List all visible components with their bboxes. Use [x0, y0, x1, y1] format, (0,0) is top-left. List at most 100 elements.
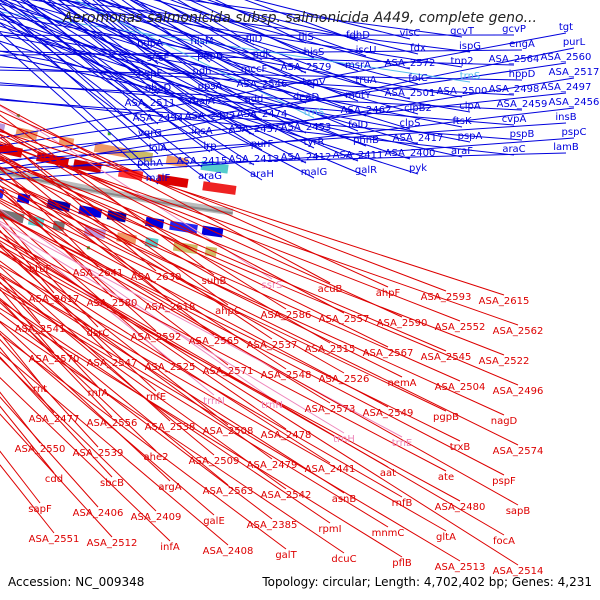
reverse-gene-label[interactable]: ASA_2537 — [247, 340, 298, 351]
reverse-gene-label[interactable]: trnE — [392, 438, 413, 449]
forward-gene-label[interactable]: fdx — [410, 43, 426, 54]
forward-gene-label[interactable]: malG — [301, 167, 327, 178]
reverse-gene-label[interactable]: ASA_2641 — [73, 268, 124, 279]
forward-gene-label[interactable]: ASA_2579 — [281, 62, 332, 73]
forward-gene-label[interactable]: ASA_2564 — [489, 54, 540, 65]
forward-gene-label[interactable]: clpB2 — [404, 103, 432, 114]
reverse-gene-label[interactable]: ahe2 — [144, 452, 169, 463]
reverse-gene-label[interactable]: asnB — [332, 494, 357, 505]
forward-gene-label[interactable]: mccF — [241, 64, 268, 75]
reverse-gene-label[interactable]: ASA_2479 — [247, 460, 298, 471]
reverse-gene-label[interactable]: ASA_2550 — [15, 444, 66, 455]
reverse-gene-label[interactable]: ASA_2526 — [319, 374, 370, 385]
forward-gene-label[interactable]: ASA_2453 — [281, 122, 332, 133]
forward-gene-label[interactable]: lrp — [203, 141, 216, 152]
reverse-gene-label[interactable]: sapB — [506, 506, 531, 517]
reverse-gene-label[interactable]: rnfB — [392, 498, 413, 509]
forward-gene-label[interactable]: ASA_2546 — [237, 79, 288, 90]
reverse-gene-label[interactable]: pspF — [492, 476, 516, 487]
reverse-gene-label[interactable]: sapF — [28, 504, 52, 515]
forward-gene-label[interactable]: fliS — [298, 32, 313, 43]
reverse-gene-label[interactable]: suhB — [202, 276, 227, 287]
reverse-gene-label[interactable]: ssrS — [262, 280, 283, 291]
forward-gene-label[interactable]: phhA — [137, 158, 163, 169]
reverse-gene-label[interactable]: trnN — [261, 400, 283, 411]
forward-gene-label[interactable]: clpA — [459, 101, 481, 112]
reverse-gene-label[interactable]: argA — [158, 482, 181, 493]
reverse-gene-label[interactable]: focA — [493, 536, 515, 547]
forward-gene-label[interactable]: ndh — [192, 66, 211, 77]
forward-gene-label[interactable]: vgrG — [138, 128, 162, 139]
reverse-gene-label[interactable]: ASA_2513 — [435, 562, 486, 573]
forward-gene-label[interactable]: araH — [250, 169, 274, 180]
reverse-gene-label[interactable]: ASA_2552 — [435, 322, 486, 333]
reverse-gene-label[interactable]: ASA_2548 — [261, 370, 312, 381]
forward-gene-label[interactable]: ppsA — [198, 81, 223, 92]
forward-gene-label[interactable]: fliD — [246, 34, 263, 45]
forward-gene-label[interactable]: araG — [198, 171, 222, 182]
reverse-gene-label[interactable]: ASA_2480 — [435, 502, 486, 513]
forward-gene-label[interactable]: maiA — [189, 96, 215, 107]
reverse-gene-label[interactable]: sbcB — [100, 478, 124, 489]
forward-gene-label[interactable]: ASA_2500 — [437, 86, 488, 97]
reverse-gene-label[interactable]: ASA_2573 — [305, 404, 356, 415]
forward-gene-label[interactable]: nhaD — [145, 83, 172, 94]
reverse-gene-label[interactable]: aat — [380, 468, 396, 479]
forward-gene-label[interactable]: trnS — [304, 107, 325, 118]
reverse-gene-label[interactable]: rnt — [33, 384, 47, 395]
reverse-gene-label[interactable]: nemA — [387, 378, 416, 389]
forward-gene-label[interactable]: ASA_2560 — [541, 52, 592, 63]
reverse-gene-label[interactable]: ASA_2592 — [131, 332, 182, 343]
forward-gene-label[interactable]: galR — [355, 165, 377, 176]
forward-gene-label[interactable]: ASA_2457 — [229, 124, 280, 135]
reverse-gene-label[interactable]: ASA_2618 — [145, 302, 196, 313]
reverse-gene-label[interactable]: ASA_2478 — [261, 430, 312, 441]
forward-gene-label[interactable]: ASA_2459 — [497, 99, 548, 110]
reverse-gene-label[interactable]: ASA_2567 — [363, 348, 414, 359]
reverse-gene-label[interactable]: ASA_2574 — [493, 446, 544, 457]
forward-gene-label[interactable]: pepB — [197, 51, 223, 62]
forward-gene-label[interactable]: gcvP — [502, 24, 526, 35]
reverse-gene-label[interactable]: ASA_2580 — [87, 298, 138, 309]
forward-gene-label[interactable]: tyrR — [304, 137, 325, 148]
forward-gene-label[interactable]: ASA_2474 — [237, 109, 288, 120]
reverse-gene-label[interactable]: dsrC — [87, 328, 110, 339]
forward-gene-label[interactable]: secF — [147, 53, 170, 64]
forward-gene-label[interactable]: ASA_2456 — [549, 97, 600, 108]
reverse-gene-label[interactable]: mnmC — [372, 528, 405, 539]
forward-gene-label[interactable]: ftsK — [452, 116, 471, 127]
reverse-gene-label[interactable]: nagD — [491, 416, 518, 427]
forward-gene-label[interactable]: ASA_2413 — [229, 154, 280, 165]
reverse-gene-label[interactable]: ASA_2563 — [203, 486, 254, 497]
reverse-gene-label[interactable]: ASA_2617 — [29, 294, 80, 305]
forward-gene-label[interactable]: araF — [451, 146, 473, 157]
forward-gene-label[interactable]: purF — [251, 139, 274, 150]
reverse-gene-label[interactable]: ahpF — [376, 288, 401, 299]
forward-gene-label[interactable]: tapV — [302, 77, 325, 88]
reverse-gene-label[interactable]: ASA_2565 — [189, 336, 240, 347]
reverse-gene-label[interactable]: ASA_2570 — [29, 354, 80, 365]
forward-gene-label[interactable]: ASA_2501 — [385, 88, 436, 99]
reverse-gene-label[interactable]: ate — [438, 472, 454, 483]
reverse-gene-label[interactable]: ASA_2512 — [87, 538, 138, 549]
reverse-gene-label[interactable]: ASA_2515 — [305, 344, 356, 355]
forward-gene-label[interactable]: iscU — [356, 45, 377, 56]
forward-gene-label[interactable]: ASA_2572 — [385, 58, 436, 69]
reverse-gene-label[interactable]: galT — [275, 550, 297, 561]
forward-gene-label[interactable]: msrA — [345, 60, 371, 71]
reverse-gene-label[interactable]: acuB — [318, 284, 343, 295]
reverse-gene-label[interactable]: ASA_2408 — [203, 546, 254, 557]
forward-gene-label[interactable]: fdhD — [346, 30, 370, 41]
forward-gene-label[interactable]: lamB — [553, 142, 579, 153]
forward-gene-label[interactable]: araC — [502, 144, 525, 155]
forward-gene-label[interactable]: tnp2 — [451, 56, 474, 67]
reverse-gene-label[interactable]: ASA_2630 — [131, 272, 182, 283]
forward-gene-label[interactable]: ASA_2411 — [333, 150, 384, 161]
forward-gene-label[interactable]: add — [245, 94, 264, 105]
forward-gene-label[interactable]: ASA_2412 — [281, 152, 332, 163]
forward-gene-label[interactable]: ASA_2497 — [541, 82, 592, 93]
forward-gene-label[interactable]: ASA_2517 — [549, 67, 600, 78]
reverse-gene-label[interactable]: ASA_2562 — [493, 326, 544, 337]
forward-gene-label[interactable]: hisS — [304, 47, 325, 58]
reverse-gene-label[interactable]: btuF — [29, 264, 52, 275]
